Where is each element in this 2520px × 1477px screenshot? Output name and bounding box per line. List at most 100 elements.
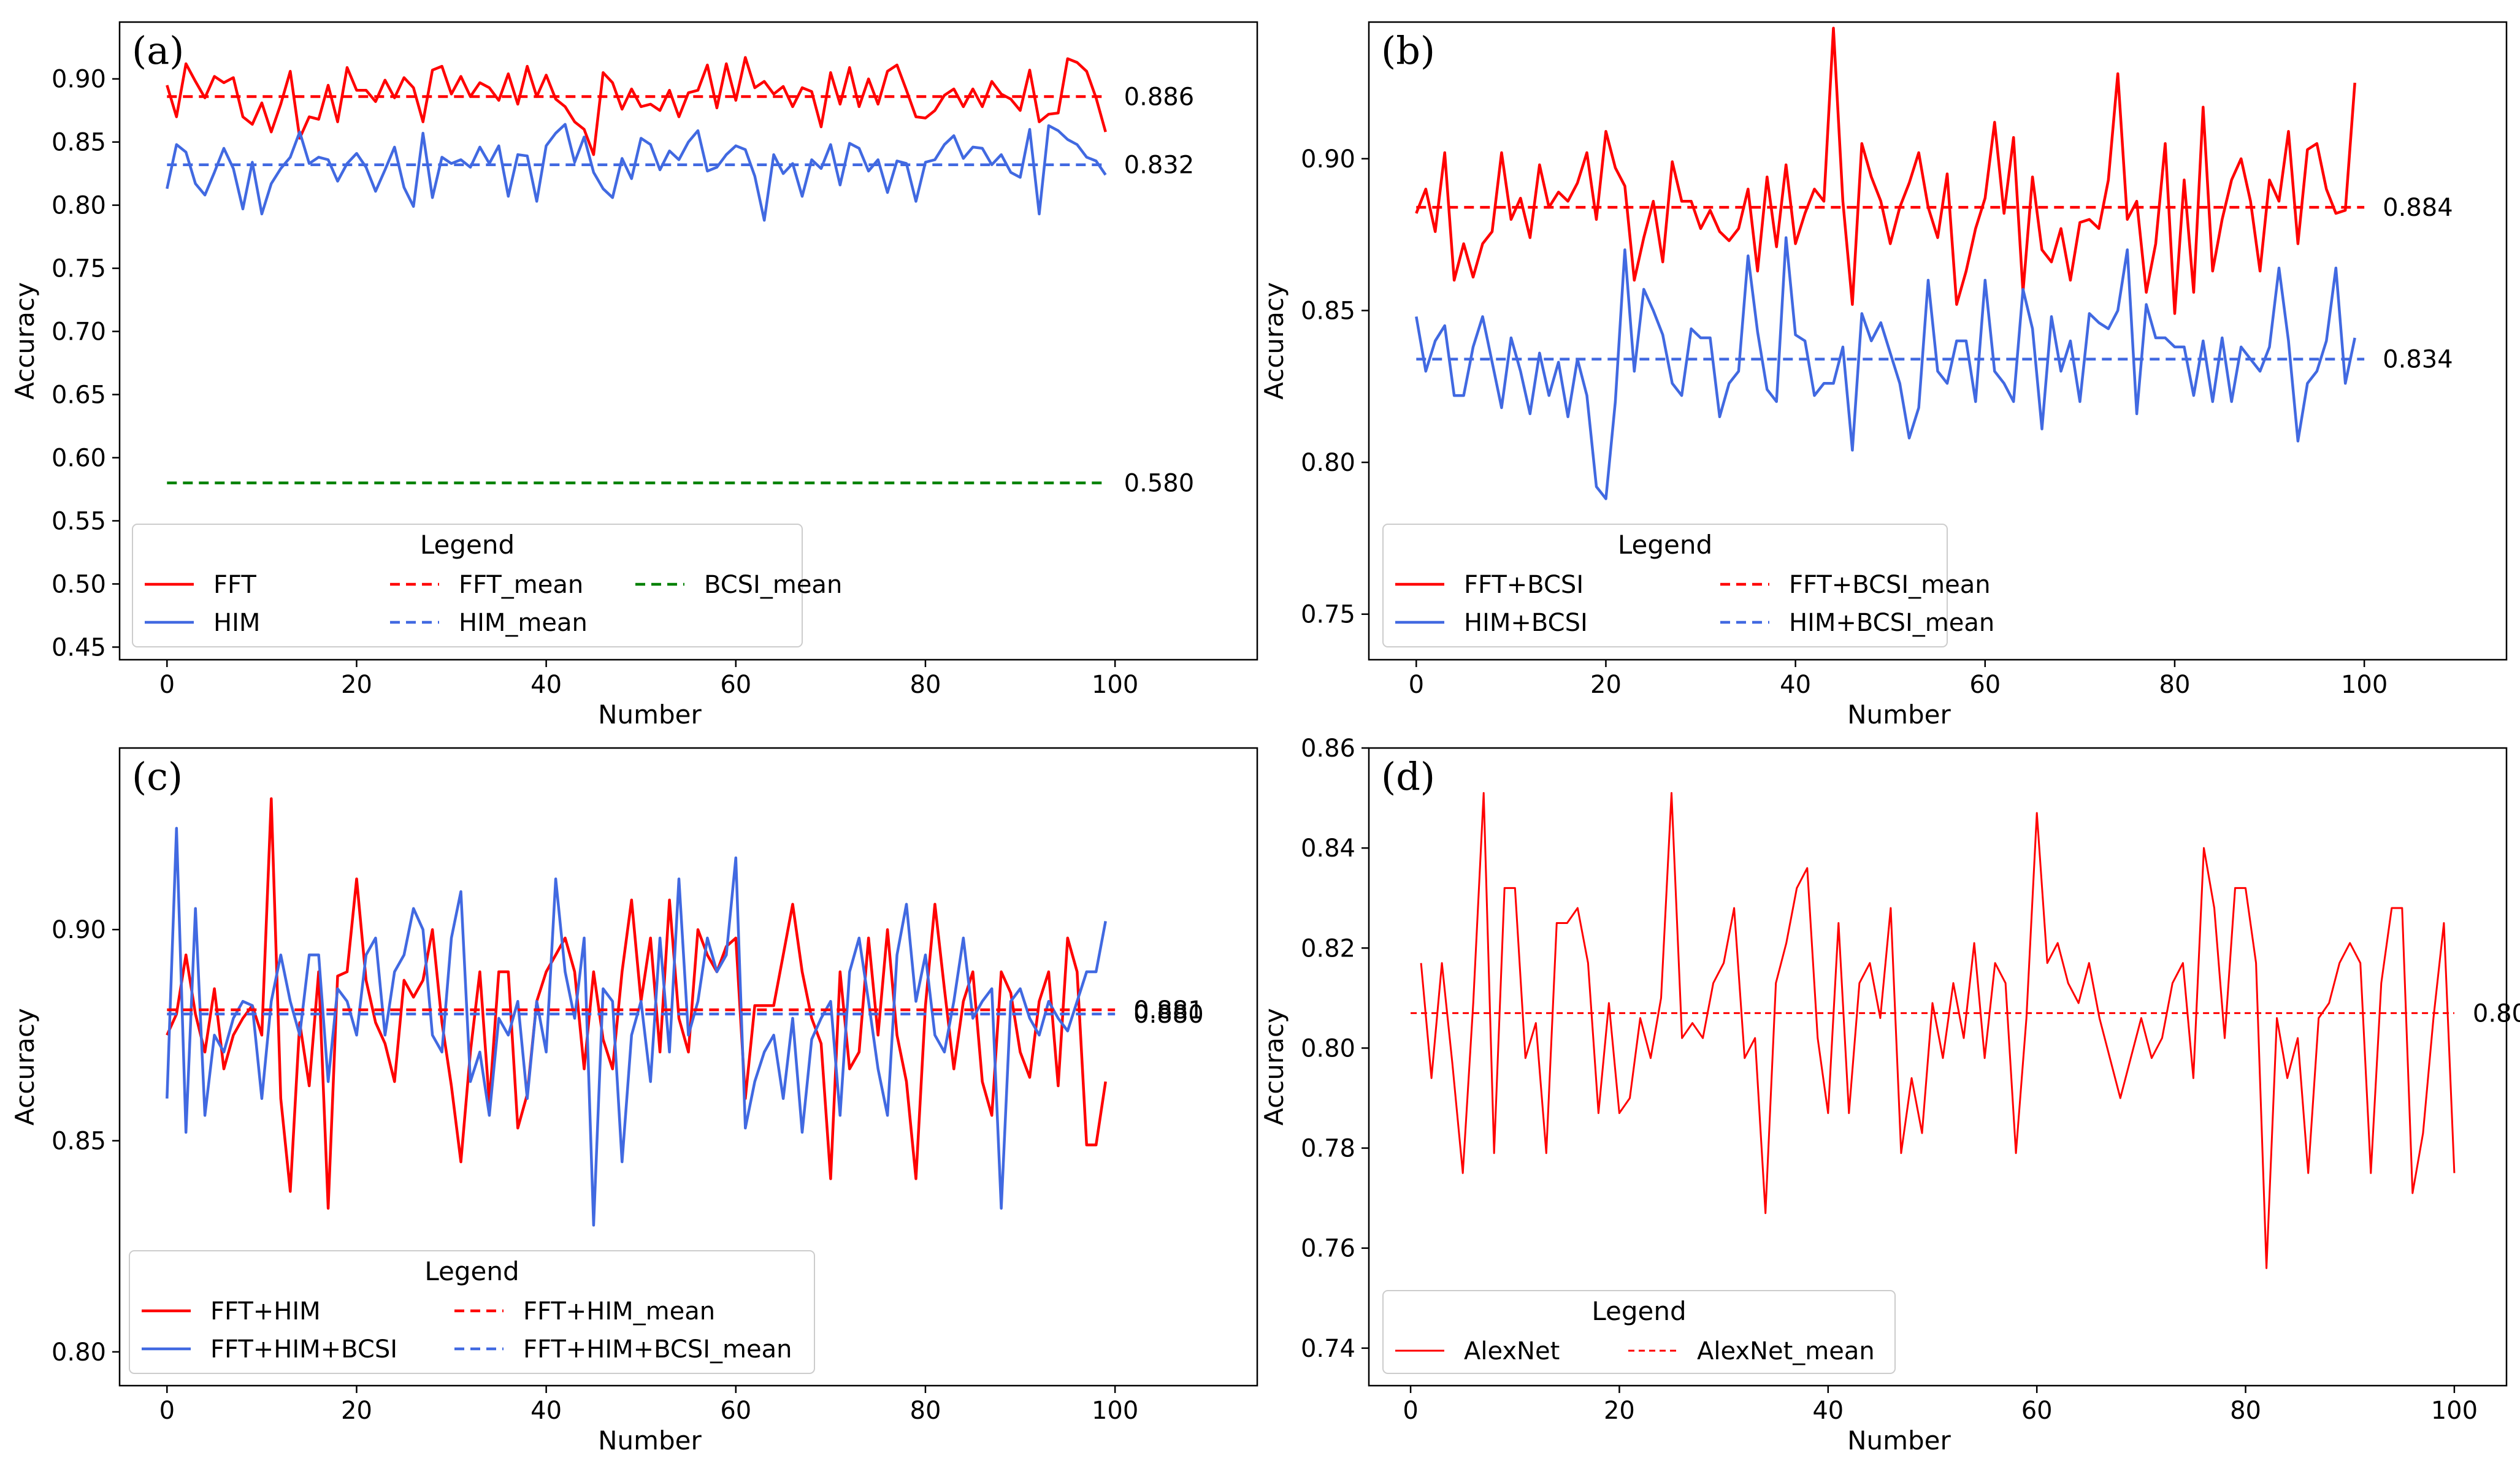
y-tick-label: 0.78	[1301, 1135, 1355, 1163]
x-tick-label: 40	[530, 1397, 562, 1425]
y-tick-label: 0.75	[52, 255, 106, 283]
panel-label: (c)	[132, 754, 183, 799]
legend-entry-label: AlexNet_mean	[1697, 1337, 1875, 1365]
legend-entry-label: AlexNet	[1464, 1337, 1560, 1365]
y-tick-label: 0.90	[52, 916, 106, 944]
mean-value-label: 0.807	[2473, 999, 2520, 1028]
legend-entry-label: FFT+HIM	[210, 1297, 321, 1326]
y-tick-label: 0.84	[1301, 834, 1355, 863]
y-tick-label: 0.50	[52, 570, 106, 598]
y-tick-label: 0.85	[52, 129, 106, 157]
x-tick-label: 0	[1409, 671, 1424, 699]
mean-value-label: 0.880	[1133, 1001, 1204, 1029]
y-tick-label: 0.86	[1301, 735, 1355, 763]
legend-entry-label: FFT	[213, 571, 256, 599]
legend: Legend FFT+BCSI HIM+BCSI FFT+BCSI_mean HIM+B…	[1382, 524, 1994, 647]
x-tick-label: 20	[341, 671, 372, 699]
y-tick-label: 0.80	[52, 192, 106, 220]
x-axis-label: Number	[598, 700, 702, 730]
legend-box	[1382, 1290, 1896, 1374]
x-tick-label: 80	[2159, 671, 2191, 699]
y-tick-label: 0.74	[1301, 1335, 1355, 1363]
x-tick-label: 60	[2021, 1397, 2053, 1425]
panel-label: (a)	[132, 28, 184, 73]
x-tick-label: 0	[159, 671, 175, 699]
x-axis-label: Number	[1847, 1425, 1951, 1456]
y-tick-label: 0.70	[52, 318, 106, 346]
mean-value-label: 0.886	[1124, 83, 1195, 112]
x-tick-label: 40	[1780, 671, 1811, 699]
legend-entry-label: FFT_mean	[459, 571, 583, 599]
legend-entry-label: BCSI_mean	[704, 571, 842, 599]
y-axis-label: Accuracy	[1259, 1008, 1289, 1126]
x-tick-label: 60	[720, 1397, 751, 1425]
mean-value-label: 0.580	[1124, 470, 1195, 498]
legend-title: Legend	[1591, 1296, 1686, 1326]
y-tick-label: 0.76	[1301, 1235, 1355, 1263]
plot-frame	[118, 747, 1258, 1387]
panel-3: 0.807 0.74 0.76 0.78 0.80 0.82 0.84 0.86 0 20 40 60…	[1259, 735, 2520, 1456]
legend-entry-label: HIM_mean	[459, 609, 588, 637]
y-tick-label: 0.85	[1301, 297, 1355, 325]
panel-0: 0.886 0.832 0.580 0.45 0.50 0.55 0.60 0.65 0.70 0…	[10, 21, 1258, 730]
series-line	[1420, 792, 2456, 1269]
x-tick-label: 20	[1604, 1397, 1635, 1425]
legend-box	[1382, 524, 1948, 647]
legend-title: Legend	[1618, 530, 1712, 560]
y-tick-label: 0.82	[1301, 934, 1355, 963]
panel-label: (d)	[1381, 754, 1435, 799]
x-tick-label: 80	[910, 671, 941, 699]
legend-entry-label: FFT+HIM_mean	[523, 1297, 715, 1326]
panel-label: (b)	[1381, 28, 1435, 73]
legend-entry-label: FFT+HIM+BCSI	[210, 1335, 397, 1364]
legend: Legend FFT HIM FFT_mean HIM_mean BCSI_mean	[132, 524, 842, 647]
legend-entry-label: HIM+BCSI_mean	[1789, 609, 1994, 637]
x-tick-label: 40	[1812, 1397, 1844, 1425]
y-axis-label: Accuracy	[10, 282, 40, 400]
y-tick-label: 0.75	[1301, 601, 1355, 629]
x-tick-label: 0	[1403, 1397, 1418, 1425]
x-tick-label: 100	[2431, 1397, 2478, 1425]
series-line	[166, 797, 1107, 1210]
series-line	[166, 826, 1107, 1227]
legend-entry-label: HIM	[213, 609, 260, 637]
x-axis-label: Number	[598, 1425, 702, 1456]
y-tick-label: 0.90	[1301, 145, 1355, 174]
x-tick-label: 100	[2341, 671, 2388, 699]
legend: Legend FFT+HIM FFT+HIM+BCSI FFT+HIM_mean FFT…	[129, 1250, 815, 1374]
x-tick-label: 100	[1092, 1397, 1138, 1425]
y-tick-label: 0.80	[52, 1338, 106, 1367]
x-axis-label: Number	[1847, 700, 1951, 730]
y-tick-label: 0.80	[1301, 1034, 1355, 1063]
mean-value-label: 0.834	[2383, 346, 2453, 374]
x-tick-label: 20	[341, 1397, 372, 1425]
y-tick-label: 0.85	[52, 1128, 106, 1156]
x-tick-label: 40	[530, 671, 562, 699]
legend-title: Legend	[424, 1256, 519, 1286]
x-tick-label: 80	[2230, 1397, 2261, 1425]
x-tick-label: 100	[1092, 671, 1138, 699]
plot-frame	[1368, 21, 2508, 661]
x-tick-label: 60	[1969, 671, 2001, 699]
plot-frame	[118, 21, 1258, 661]
mean-value-label: 0.832	[1124, 151, 1195, 180]
legend: Legend AlexNet AlexNet_mean	[1382, 1290, 1896, 1374]
x-tick-label: 80	[910, 1397, 941, 1425]
y-tick-label: 0.55	[52, 507, 106, 535]
series-line	[1415, 26, 2356, 315]
legend-entry-label: FFT+BCSI_mean	[1789, 571, 1991, 599]
mean-value-label: 0.884	[2383, 194, 2453, 222]
legend-entry-label: FFT+BCSI	[1464, 571, 1584, 599]
y-tick-label: 0.90	[52, 66, 106, 94]
panel-1: 0.884 0.834 0.75 0.80 0.85 0.90 0 20 40 60 80 100 Nu…	[1259, 21, 2508, 730]
legend-entry-label: HIM+BCSI	[1464, 609, 1588, 637]
x-tick-label: 20	[1590, 671, 1622, 699]
y-axis-label: Accuracy	[1259, 282, 1289, 400]
series-line	[166, 56, 1107, 156]
plot-frame	[1368, 747, 2508, 1387]
legend-entry-label: FFT+HIM+BCSI_mean	[523, 1335, 792, 1364]
legend-title: Legend	[420, 530, 515, 560]
series-line	[1415, 236, 2356, 500]
